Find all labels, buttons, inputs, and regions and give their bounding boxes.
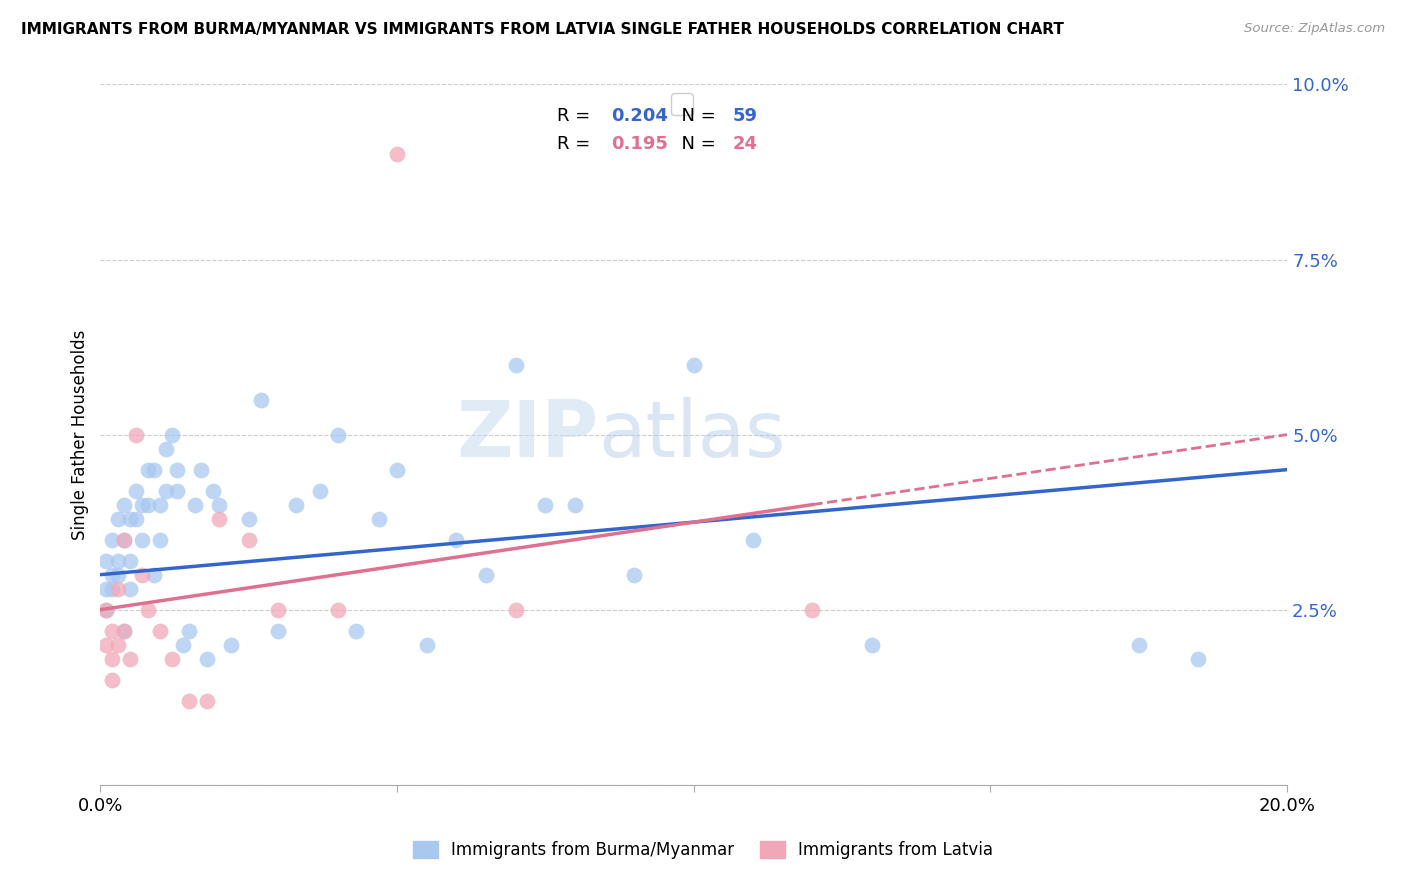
Point — [475, 567, 498, 582]
Point — [446, 533, 468, 547]
Point — [505, 602, 527, 616]
Point — [96, 602, 118, 616]
Point — [208, 511, 231, 525]
Point — [160, 651, 183, 665]
Point — [96, 602, 118, 616]
Point — [101, 582, 124, 596]
Point — [101, 533, 124, 547]
Point — [136, 602, 159, 616]
Point — [136, 462, 159, 476]
Point — [801, 602, 824, 616]
Point — [112, 533, 135, 547]
Point — [101, 567, 124, 582]
Point — [136, 498, 159, 512]
Point — [96, 554, 118, 568]
Point — [249, 392, 271, 407]
Point — [202, 483, 225, 498]
Point — [112, 624, 135, 638]
Point — [267, 624, 290, 638]
Point — [238, 511, 260, 525]
Point — [267, 602, 290, 616]
Point — [101, 624, 124, 638]
Point — [101, 651, 124, 665]
Point — [112, 498, 135, 512]
Y-axis label: Single Father Households: Single Father Households — [72, 329, 89, 540]
Point — [96, 638, 118, 652]
Point — [107, 582, 129, 596]
Point — [219, 638, 242, 652]
Legend:  — [671, 94, 693, 115]
Point — [125, 483, 148, 498]
Point — [179, 694, 201, 708]
Point — [172, 638, 194, 652]
Text: atlas: atlas — [599, 397, 786, 473]
Text: N =: N = — [671, 135, 721, 153]
Point — [385, 462, 408, 476]
Point — [142, 462, 165, 476]
Point — [368, 511, 391, 525]
Text: 0.195: 0.195 — [610, 135, 668, 153]
Text: N =: N = — [671, 107, 721, 125]
Point — [125, 511, 148, 525]
Point — [1187, 651, 1209, 665]
Text: IMMIGRANTS FROM BURMA/MYANMAR VS IMMIGRANTS FROM LATVIA SINGLE FATHER HOUSEHOLDS: IMMIGRANTS FROM BURMA/MYANMAR VS IMMIGRA… — [21, 22, 1064, 37]
Point — [107, 567, 129, 582]
Text: 59: 59 — [733, 107, 758, 125]
Point — [101, 673, 124, 687]
Text: Source: ZipAtlas.com: Source: ZipAtlas.com — [1244, 22, 1385, 36]
Point — [534, 498, 557, 512]
Point — [131, 533, 153, 547]
Point — [142, 567, 165, 582]
Point — [112, 624, 135, 638]
Point — [149, 498, 172, 512]
Point — [564, 498, 586, 512]
Point — [623, 567, 645, 582]
Point — [184, 498, 207, 512]
Text: ZIP: ZIP — [457, 397, 599, 473]
Point — [118, 511, 141, 525]
Point — [195, 651, 218, 665]
Point — [742, 533, 765, 547]
Point — [326, 427, 349, 442]
Point — [309, 483, 332, 498]
Point — [160, 427, 183, 442]
Text: 0.204: 0.204 — [610, 107, 668, 125]
Point — [285, 498, 308, 512]
Point — [149, 624, 172, 638]
Point — [344, 624, 367, 638]
Text: 24: 24 — [733, 135, 758, 153]
Point — [155, 442, 177, 456]
Point — [107, 554, 129, 568]
Point — [166, 462, 188, 476]
Point — [195, 694, 218, 708]
Point — [505, 358, 527, 372]
Point — [118, 582, 141, 596]
Point — [238, 533, 260, 547]
Point — [131, 498, 153, 512]
Point — [107, 638, 129, 652]
Point — [190, 462, 212, 476]
Point — [155, 483, 177, 498]
Point — [112, 533, 135, 547]
Point — [682, 358, 704, 372]
Point — [131, 567, 153, 582]
Text: R =: R = — [557, 107, 596, 125]
Point — [326, 602, 349, 616]
Point — [208, 498, 231, 512]
Point — [179, 624, 201, 638]
Point — [1128, 638, 1150, 652]
Point — [166, 483, 188, 498]
Point — [149, 533, 172, 547]
Point — [385, 147, 408, 161]
Point — [118, 554, 141, 568]
Point — [107, 511, 129, 525]
Point — [96, 582, 118, 596]
Point — [118, 651, 141, 665]
Point — [125, 427, 148, 442]
Point — [860, 638, 883, 652]
Legend: Immigrants from Burma/Myanmar, Immigrants from Latvia: Immigrants from Burma/Myanmar, Immigrant… — [406, 834, 1000, 866]
Text: R =: R = — [557, 135, 596, 153]
Point — [416, 638, 439, 652]
